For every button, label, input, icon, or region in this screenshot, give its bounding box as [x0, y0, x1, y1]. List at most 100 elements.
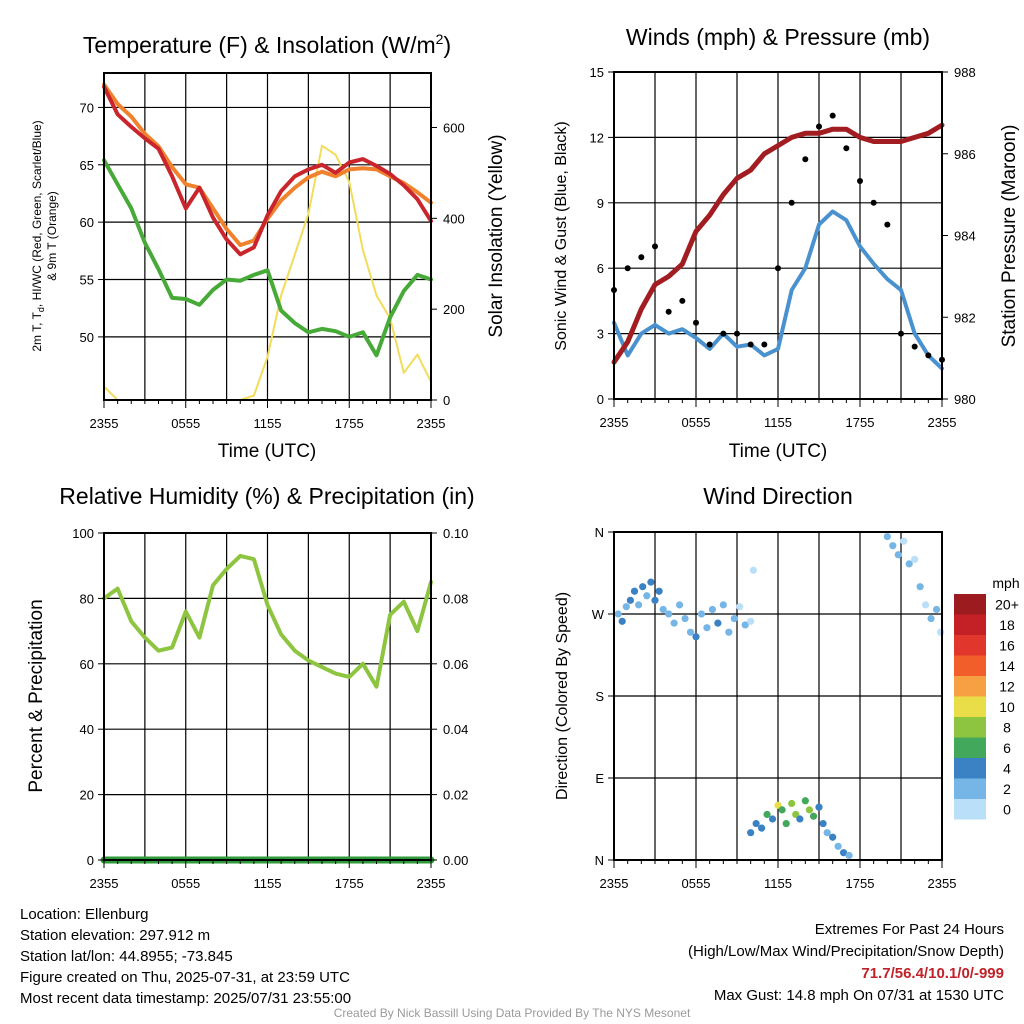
wind-direction-point: [834, 842, 842, 850]
legend-swatch: [954, 799, 986, 820]
y2-tick-label: 0: [443, 393, 450, 408]
legend-label: 8: [1003, 719, 1011, 735]
y2-tick-label: 982: [954, 310, 976, 325]
wind-direction-point: [805, 806, 814, 814]
legend-swatch: [954, 655, 986, 676]
wind-direction-point: [883, 532, 891, 541]
gust-point: [802, 156, 809, 163]
legend-swatch: [954, 778, 986, 799]
temperature-x-ticks: 2355 0555 1155 1755 2355: [90, 400, 445, 431]
x-tick-label: 1155: [254, 416, 282, 431]
wind-direction-point: [747, 617, 755, 625]
wind-direction-point: [686, 628, 695, 636]
y-tick-label: 65: [80, 158, 94, 173]
wind-direction-point: [639, 583, 647, 591]
wind-direction-point: [692, 633, 700, 641]
legend-label: 12: [999, 678, 1015, 694]
wind-direction-point: [630, 587, 639, 595]
extremes-values: 71.7/56.4/10.1/0/-999: [861, 965, 1004, 982]
wind-direction-point: [665, 610, 673, 618]
wind-direction-point: [778, 806, 786, 814]
y2-tick-label: 988: [954, 65, 976, 80]
y2-tick-label: 400: [443, 211, 465, 226]
x-tick-label: 0555: [171, 876, 200, 891]
wind-direction-point: [730, 614, 738, 623]
gust-point: [829, 112, 836, 119]
humidity-title: Relative Humidity (%) & Precipitation (i…: [59, 483, 474, 509]
wind-direction-point: [749, 566, 758, 574]
gust-point: [706, 341, 713, 348]
y2-tick-label: 986: [954, 147, 976, 162]
recent-data-timestamp: Most recent data timestamp: 2025/07/31 2…: [20, 990, 352, 1007]
wind-direction-point: [809, 812, 818, 820]
humidity-y-ticks: 0 20 40 60 80 100: [72, 526, 104, 868]
y2-tick-label: 200: [443, 302, 465, 317]
wind-direction-point: [651, 596, 659, 604]
wind-direction-point: [741, 621, 749, 629]
x-tick-label: 1755: [335, 876, 364, 891]
gust-point: [857, 178, 863, 184]
winds-x-ticks: 2355 0555 1155 1755 2355: [600, 399, 957, 430]
winds-y-ticks: 0 3 6 9 12 15: [590, 65, 614, 407]
temperature-x-label: Time (UTC): [218, 441, 317, 462]
winds-panel: Winds (mph) & Pressure (mb) 2355 0555 1155…: [553, 24, 1020, 462]
wind-direction-point: [823, 829, 831, 837]
temperature-y2-ticks: 0 200 400 600: [431, 121, 465, 408]
max-gust: Max Gust: 14.8 mph On 07/31 at 1530 UTC: [713, 987, 1004, 1004]
y-tick-label: 20: [80, 788, 94, 803]
legend-swatch: [954, 737, 986, 758]
y-tick-label: W: [592, 607, 605, 622]
sonic-wind-line: [612, 209, 944, 371]
wind-direction-title: Wind Direction: [703, 483, 853, 509]
y2-tick-label: 0.04: [443, 722, 468, 737]
wind-direction-panel: Wind Direction 2355 0555 1155 1755 2355 N E S W…: [554, 483, 1020, 891]
wind-direction-point: [618, 617, 626, 625]
gust-point: [624, 265, 631, 272]
wind-direction-y-ticks: N E S W N: [592, 525, 614, 868]
figure-created: Figure created on Thu, 2025-07-31, at 23…: [20, 969, 350, 986]
gust-point: [652, 243, 658, 250]
wind-direction-point: [927, 614, 935, 623]
wind-direction-point: [889, 542, 897, 550]
gust-point: [898, 330, 904, 337]
wind-direction-point: [622, 603, 630, 611]
y-tick-label: S: [595, 689, 604, 704]
gust-point: [884, 221, 891, 228]
humidity-x-ticks: 2355 0555 1155 1755 2355: [90, 860, 445, 891]
y-tick-label: 55: [80, 273, 94, 288]
legend-swatch: [954, 676, 986, 697]
winds-y2-label: Station Pressure (Maroon): [999, 125, 1020, 348]
gust-point: [693, 319, 699, 326]
wind-direction-point: [758, 824, 766, 832]
winds-y-label: Sonic Wind & Gust (Blue, Black): [553, 121, 570, 350]
wind-direction-point: [845, 851, 853, 860]
temperature-y2-label: Solar Insolation (Yellow): [486, 134, 507, 337]
legend-label: 0: [1003, 801, 1011, 817]
y2-tick-label: 984: [954, 229, 976, 244]
y-tick-label: 70: [80, 100, 94, 115]
wind-direction-point: [725, 628, 733, 636]
x-tick-label: 0555: [682, 876, 711, 891]
station-info: Location: Ellenburg Station elevation: 2…: [20, 904, 351, 1009]
legend-label: 2: [1003, 781, 1011, 797]
wind-direction-point: [796, 815, 804, 823]
temperature-panel: Temperature (F) & Insolation (W/m2) 2355…: [30, 31, 507, 462]
y-tick-label: 100: [72, 526, 94, 541]
wind-direction-point: [782, 819, 790, 828]
legend-label: 20+: [995, 596, 1019, 612]
y-tick-label: E: [595, 771, 604, 786]
y-tick-label: 50: [80, 330, 94, 345]
x-tick-label: 2355: [928, 415, 957, 430]
gust-point: [870, 199, 877, 206]
x-tick-label: 2355: [928, 876, 957, 891]
x-tick-label: 2355: [90, 876, 119, 891]
y-tick-label: 0: [87, 853, 94, 868]
legend-label: 4: [1003, 760, 1011, 776]
legend-label: 14: [999, 658, 1015, 674]
temperature-grid: [104, 73, 431, 400]
wind-direction-point: [681, 614, 689, 623]
speed-legend-title: mph: [992, 575, 1019, 591]
legend-swatch: [954, 758, 986, 779]
temperature-y-label-line2: & 9m T (Orange): [45, 191, 59, 281]
wind-direction-point: [676, 601, 684, 609]
